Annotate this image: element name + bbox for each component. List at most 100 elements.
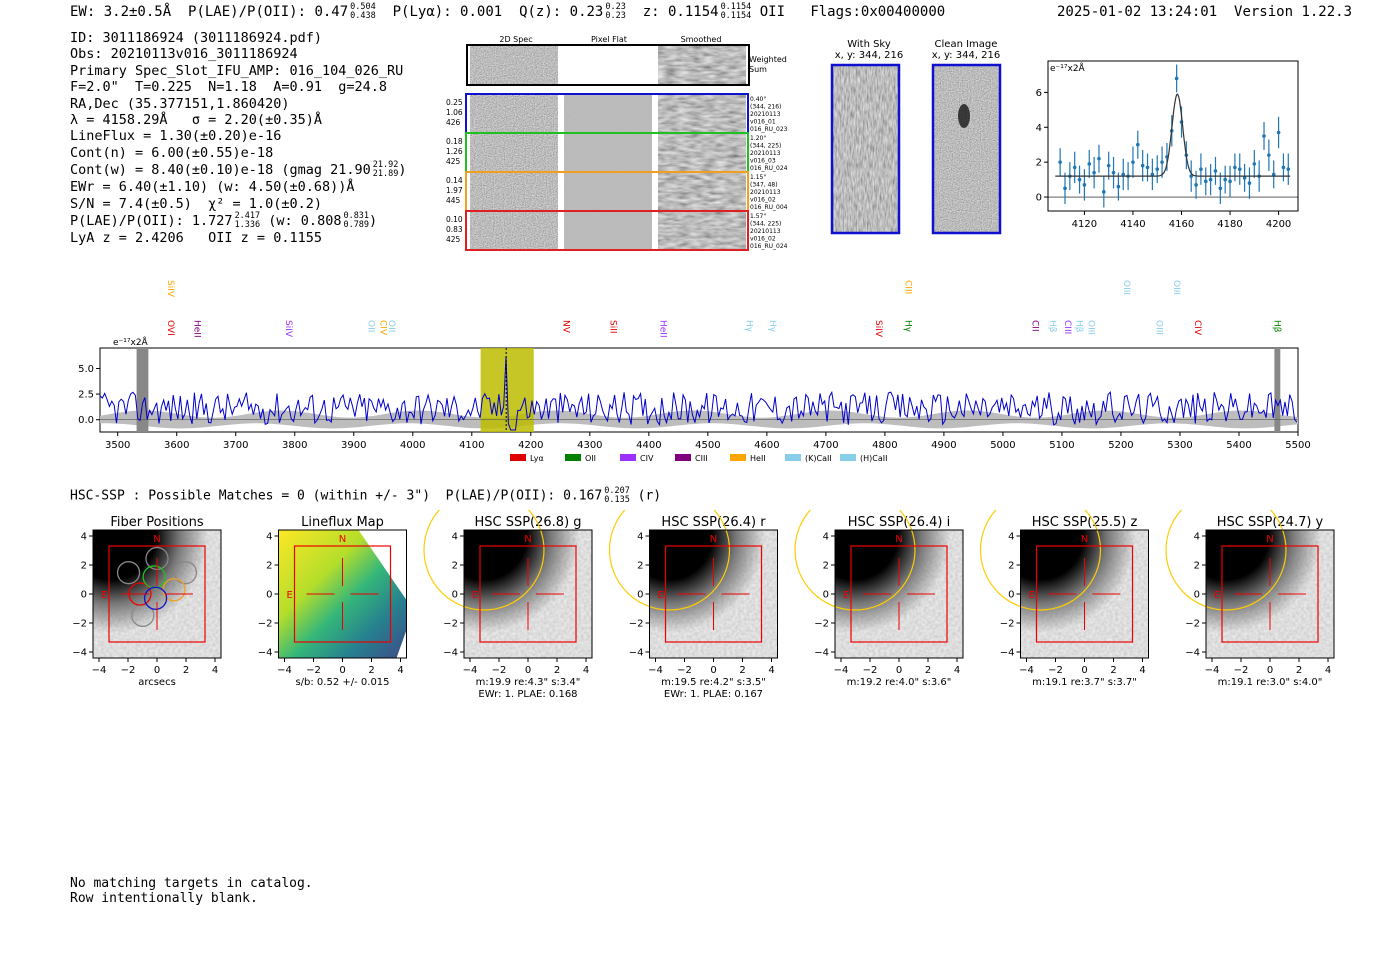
svg-text:Sum: Sum	[749, 65, 767, 74]
cutout-right-label: v016_02	[750, 197, 776, 204]
y-tick-label: 0.0	[78, 415, 94, 426]
x-tick-label: 2	[1296, 665, 1302, 676]
data-point	[1281, 165, 1286, 170]
east-label: E	[658, 590, 664, 601]
data-point	[1271, 172, 1276, 177]
y-tick-label: −2	[443, 619, 458, 630]
data-point	[1136, 142, 1140, 147]
x-tick-label: 2	[183, 665, 189, 676]
x-tick-label: 4	[212, 665, 218, 676]
y-tick-label: 2	[266, 561, 272, 572]
data-point	[1242, 176, 1247, 180]
col-title-smoothed: Smoothed	[681, 35, 722, 44]
gaussian-fit	[1055, 93, 1291, 177]
data-point	[1233, 165, 1237, 170]
data-point	[1111, 170, 1116, 175]
with-sky-image	[832, 65, 899, 233]
cutout-right-label: 016_RU_024	[750, 165, 788, 172]
x-tick-label: −4	[1205, 665, 1220, 676]
y-tick-label: 0	[823, 590, 829, 601]
galaxy-blob	[1020, 530, 1149, 658]
cutout-left-label: 425	[446, 235, 461, 244]
x-tick-label: 5000	[990, 440, 1015, 451]
hsc-caption-2: EWr: 1. PLAE: 0.167	[664, 689, 763, 700]
cutout-flat	[564, 134, 652, 171]
y-tick-label: −4	[72, 648, 87, 659]
data-point	[1286, 167, 1291, 171]
fiber-circle	[116, 561, 141, 585]
line-label: HeII	[191, 320, 201, 338]
data-point	[1077, 177, 1082, 182]
cutout-left-label: 0.10	[446, 215, 463, 224]
redshift-value: z: 0.1154	[642, 4, 719, 20]
galaxy-ellipse	[608, 510, 731, 611]
galaxy-blob	[835, 530, 963, 658]
x-tick-label: 4300	[577, 440, 602, 451]
fiber-circle	[173, 561, 198, 585]
legend-label: HeII	[750, 454, 766, 463]
cutout-right-label: 20210113	[750, 189, 781, 196]
line-label: Hγ	[743, 320, 753, 333]
redshift-line: OII	[759, 4, 786, 20]
galaxy-blob	[1206, 530, 1334, 658]
mask-left	[136, 348, 149, 432]
hsc-caption: s/b: 0.52 +/- 0.015	[295, 677, 389, 688]
x-tick-label: 3800	[282, 440, 307, 451]
legend-swatch	[620, 454, 636, 461]
legend-label: OII	[585, 454, 596, 463]
with-sky-xy: x, y: 344, 216	[835, 50, 904, 61]
fiber-circle	[143, 586, 168, 610]
data-point	[1228, 179, 1232, 184]
info-lambda: λ = 4158.29Å σ = 2.20(±0.35)Å	[70, 112, 322, 129]
cutout-left-label: 0.25	[446, 98, 463, 107]
y-tick-label: 5.0	[78, 364, 94, 375]
data-point	[1252, 162, 1257, 166]
x-tick-label: 4180	[1217, 219, 1242, 230]
y-tick-label: 4	[81, 532, 87, 543]
info-lineflux: LineFlux = 1.30(±0.20)e-16	[70, 128, 282, 145]
galaxy-ellipse	[794, 510, 916, 611]
hsc-caption: m:19.1 re:3.7" s:3.7"	[1032, 677, 1137, 688]
mask-right	[1274, 348, 1281, 432]
x-tick-label: 0	[525, 665, 531, 676]
cutout-right-label: 1.15"	[750, 174, 766, 181]
cutout-left-label: 425	[446, 157, 461, 166]
legend-label: (H)CaII	[860, 454, 887, 463]
galaxy-blob	[93, 530, 221, 658]
x-tick-label: 0	[154, 665, 160, 676]
data-point	[1199, 167, 1203, 171]
data-point	[1106, 163, 1111, 168]
cutout-2d	[470, 95, 558, 132]
plya-value: P(Lyα): 0.001	[392, 4, 503, 20]
header-right: 2025-01-02 13:24:01 Version 1.22.3	[1057, 4, 1352, 20]
hsc-panel-title: Lineflux Map	[301, 515, 384, 530]
x-tick-label: 2	[368, 665, 374, 676]
line-label: Hγ	[903, 320, 913, 333]
legend-swatch	[840, 454, 856, 461]
y-tick-label: −2	[629, 619, 644, 630]
line-label: CIII	[903, 280, 913, 294]
clean-image-xy: x, y: 344, 216	[932, 50, 1001, 61]
data-point	[1218, 186, 1223, 191]
y-tick-label: 4	[1008, 532, 1014, 543]
x-tick-label: −2	[1234, 665, 1249, 676]
full-spectrum-chart: 3500 3600 3700 3800 3900 4000 4100 4200 4300 4400…	[78, 280, 1311, 463]
galaxy-ellipse	[423, 510, 545, 611]
info-radec: RA,Dec (35.377151,1.860420)	[70, 95, 290, 112]
info-zline: LyA z = 2.4206 OII z = 0.1155	[70, 230, 322, 247]
x-tick-label: 5400	[1226, 440, 1251, 451]
x-tick-label: 4140	[1120, 219, 1145, 230]
info-contn: Cont(n) = 6.00(±0.55)e-18	[70, 144, 274, 161]
info-id: ID: 3011186924 (3011186924.pdf)	[70, 30, 322, 46]
cutout-right-label: 0.40"	[750, 96, 766, 103]
cutout-right-label: v016_02	[750, 236, 776, 243]
data-point	[1131, 160, 1135, 164]
line-label: Hγ	[767, 320, 777, 333]
data-point	[1174, 76, 1179, 81]
north-label: N	[710, 534, 717, 545]
north-label: N	[339, 534, 346, 545]
y-tick-label: 4	[266, 532, 272, 543]
qz-value: Q(z): 0.23	[519, 4, 604, 20]
